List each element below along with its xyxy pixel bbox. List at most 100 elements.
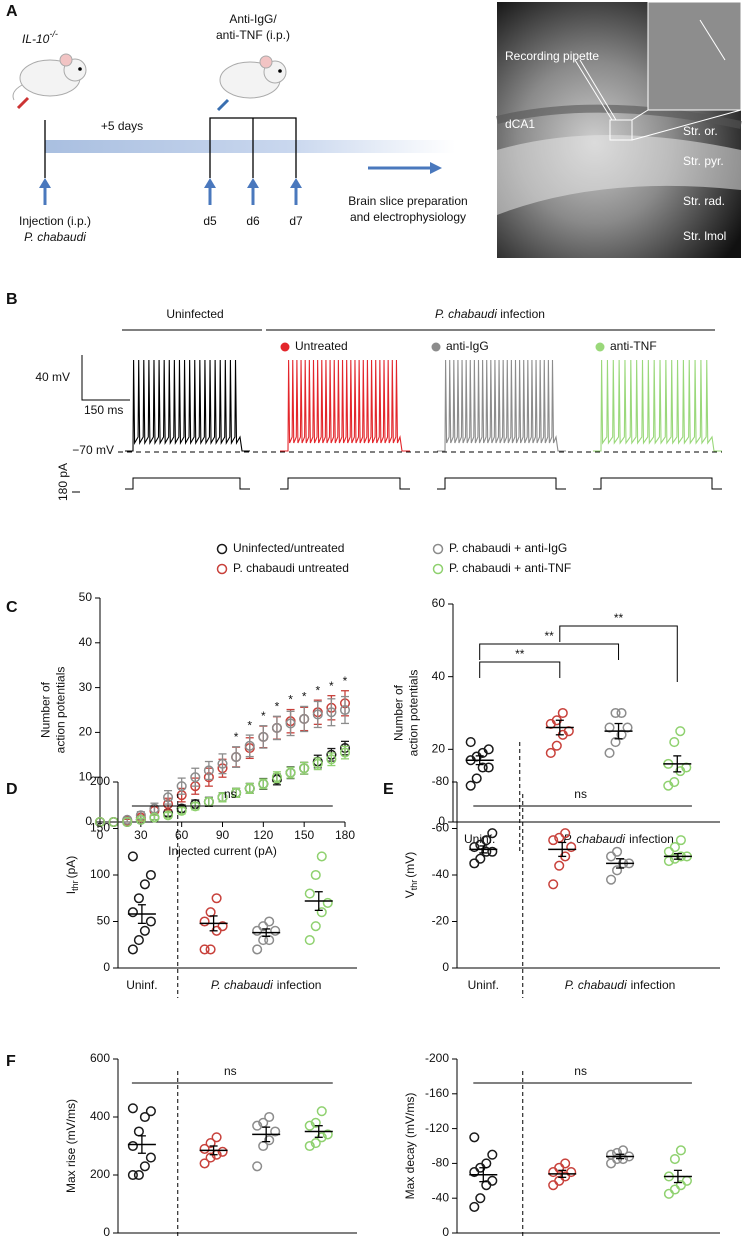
data-point xyxy=(199,944,210,955)
y-label-line: action potentials xyxy=(407,670,421,757)
data-point xyxy=(487,828,498,839)
y-label-sub: thr xyxy=(409,880,419,891)
data-point xyxy=(554,860,565,871)
procedure-line: and electrophysiology xyxy=(350,210,466,224)
y-tick-label: -40 xyxy=(432,867,450,881)
voltage-trace xyxy=(280,359,410,452)
y-label-sub: thr xyxy=(70,880,80,891)
data-point xyxy=(135,814,146,825)
y-tick-label: 60 xyxy=(432,596,446,610)
y-label-main: I xyxy=(64,891,78,894)
data-point xyxy=(252,944,263,955)
data-point xyxy=(566,1167,577,1178)
panel-label: D xyxy=(6,781,18,798)
legend-marker xyxy=(216,563,228,575)
current-label: 180 pA xyxy=(56,463,70,501)
data-point xyxy=(326,707,337,718)
group-label-rest: infection xyxy=(631,978,676,992)
data-point xyxy=(669,1184,680,1195)
data-point xyxy=(312,709,323,720)
data-point xyxy=(244,740,255,751)
data-point xyxy=(133,1126,144,1137)
data-point xyxy=(190,772,201,783)
group-label-rest: infection xyxy=(277,978,322,992)
data-point xyxy=(252,1161,263,1172)
y-tick-label: -200 xyxy=(425,1051,449,1065)
panel-label: F xyxy=(6,1053,16,1070)
significance-star: * xyxy=(234,730,239,744)
current-step xyxy=(593,477,722,490)
data-point xyxy=(548,835,559,846)
significance-label: ns xyxy=(574,1064,587,1078)
y-tick-label: -120 xyxy=(425,1121,449,1135)
layer-label: Str. lmol xyxy=(683,229,726,243)
group-label: P. chabaudi infection xyxy=(565,978,676,992)
data-point xyxy=(669,842,680,853)
x-tick-label: 30 xyxy=(134,828,148,842)
pathogen-label: P. chabaudi xyxy=(24,230,86,244)
data-point xyxy=(310,1138,321,1149)
data-point xyxy=(299,713,310,725)
data-point xyxy=(560,828,571,839)
data-point xyxy=(483,744,494,755)
y-tick-label: 0 xyxy=(438,814,445,828)
data-point xyxy=(610,707,621,719)
data-point xyxy=(481,1158,492,1169)
data-point xyxy=(139,879,150,890)
data-point xyxy=(127,1103,138,1114)
data-point xyxy=(264,1111,275,1123)
data-point xyxy=(163,810,174,821)
layer-label: Str. rad. xyxy=(683,194,725,208)
panel-label: C xyxy=(6,599,18,616)
data-point xyxy=(199,1158,210,1169)
data-point xyxy=(285,718,296,729)
y-label-unit: (pA) xyxy=(64,856,78,879)
day-label: d5 xyxy=(203,214,217,228)
significance-label: ns xyxy=(574,787,587,801)
significance-bracket xyxy=(479,661,561,678)
legend-label: Untreated xyxy=(295,339,348,353)
legend-label: Uninfected/untreated xyxy=(233,541,344,555)
group-label-italic: P. chabaudi xyxy=(211,978,273,992)
data-point xyxy=(339,747,351,758)
data-point xyxy=(310,1117,321,1128)
y-label-line: Max rise (mV/ms) xyxy=(64,1099,78,1193)
data-point xyxy=(139,1111,150,1123)
data-point xyxy=(566,842,577,853)
data-point xyxy=(211,1132,222,1143)
y-tick-label: 0 xyxy=(442,1225,449,1239)
significance-label: ** xyxy=(544,629,554,643)
data-point xyxy=(252,925,263,936)
data-point xyxy=(322,1129,333,1140)
image-label: dCA1 xyxy=(505,117,535,131)
x-axis-label: Injected current (pA) xyxy=(168,844,277,858)
strain: IL-10 xyxy=(22,32,50,46)
data-point xyxy=(149,812,160,823)
data-point xyxy=(481,835,492,846)
data-point xyxy=(94,816,106,828)
y-axis-label: Number ofaction potentials xyxy=(39,667,68,754)
y-label-main: V xyxy=(403,890,417,898)
data-point xyxy=(548,1180,559,1191)
y-tick-label: 0 xyxy=(85,814,92,828)
y-axis-label: Max rise (mV/ms) xyxy=(64,1099,78,1193)
voltage-trace xyxy=(125,359,250,452)
mouse-icon xyxy=(12,53,87,110)
data-point xyxy=(217,758,228,769)
data-point xyxy=(205,944,216,955)
day-label: d6 xyxy=(246,214,260,228)
data-point xyxy=(606,1158,617,1169)
y-axis-label: Vthr (mV) xyxy=(403,852,419,899)
rest-label: −70 mV xyxy=(72,443,114,457)
timeline-marks xyxy=(44,117,297,178)
treatment-line: Anti-IgG/ xyxy=(229,12,277,26)
scale-label: 150 ms xyxy=(84,403,123,417)
legend-marker xyxy=(280,342,290,352)
data-point xyxy=(469,858,480,869)
significance-star: * xyxy=(288,693,293,707)
data-point xyxy=(127,1169,138,1181)
data-point xyxy=(258,731,269,742)
y-tick-label: 40 xyxy=(432,669,446,683)
data-point xyxy=(205,907,216,918)
data-point xyxy=(663,846,674,857)
